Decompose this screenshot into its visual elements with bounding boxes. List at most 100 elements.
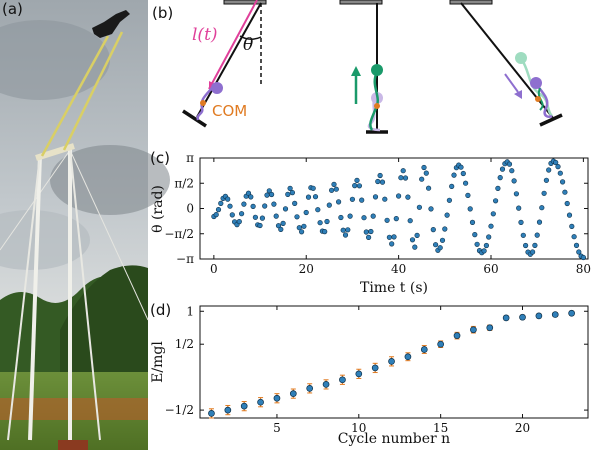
schematic-figure-3	[449, 0, 563, 127]
theta-point	[437, 245, 443, 251]
theta-point	[518, 219, 524, 225]
y-tick-label: −π	[176, 252, 194, 266]
theta-point	[402, 175, 409, 181]
length-arrow	[208, 0, 258, 90]
theta-point	[354, 177, 360, 183]
theta-point	[573, 242, 580, 248]
theta-point	[493, 198, 499, 204]
theta-point	[509, 168, 515, 174]
theta-point	[299, 229, 305, 235]
theta-point	[280, 220, 286, 226]
theta-point	[356, 183, 363, 189]
theta-point	[213, 212, 219, 218]
theta-point	[398, 175, 404, 181]
theta-point	[229, 212, 235, 218]
theta-point	[483, 242, 490, 249]
theta-point	[338, 214, 344, 221]
theta-point	[382, 196, 388, 202]
ghost-head	[515, 52, 527, 64]
theta-point	[534, 232, 540, 238]
theta-point	[342, 232, 349, 238]
theta-point	[366, 234, 372, 240]
theta-point	[495, 185, 501, 191]
theta-point	[282, 206, 289, 212]
x-tick-label: 0	[210, 262, 218, 276]
theta-point	[386, 234, 393, 240]
theta-point	[377, 172, 383, 179]
axis-ticks: 5 10 15 20 −1/2 1/2 1	[165, 304, 588, 435]
tree-line	[60, 265, 148, 380]
theta-point	[294, 214, 300, 220]
x-tick-label: 15	[433, 421, 448, 435]
theta-point	[289, 190, 296, 196]
theta-point	[571, 234, 577, 240]
x-tick-label: 60	[483, 262, 498, 276]
cloud	[0, 210, 90, 270]
x-tick-label: 20	[515, 421, 530, 435]
theta-point	[245, 190, 252, 196]
theta-point	[345, 227, 351, 233]
theta-point	[460, 170, 466, 177]
x-tick-label: 10	[351, 421, 366, 435]
theta-point	[333, 186, 339, 192]
energy-point	[208, 410, 215, 417]
theta-point	[499, 166, 506, 172]
theta-point	[566, 212, 573, 218]
theta-point	[225, 196, 231, 202]
theta-point	[370, 213, 376, 219]
theta-point	[416, 204, 423, 210]
theta-point	[285, 191, 291, 197]
energy-point	[322, 381, 330, 388]
energy-point	[224, 406, 232, 414]
theta-point	[331, 181, 337, 187]
theta-point	[409, 237, 416, 243]
down-arrow	[504, 73, 519, 93]
y-tick-label: −π/2	[164, 227, 194, 241]
swing-rope	[62, 31, 124, 151]
swinger-head	[371, 64, 383, 76]
com-label: COM	[212, 102, 247, 120]
theta-point	[428, 206, 434, 212]
theta-point	[539, 205, 545, 211]
panel-label-d: (d)	[150, 301, 171, 319]
theta-point	[506, 161, 513, 167]
theta-point	[467, 206, 473, 212]
theta-point	[564, 200, 570, 207]
theta-point	[513, 191, 520, 197]
theta-point	[446, 197, 453, 203]
com-marker	[535, 96, 541, 102]
schematic-figure-1: l(t) θ COM	[182, 0, 267, 128]
theta-point	[352, 183, 358, 189]
y-tick-label: π/2	[174, 176, 194, 190]
energy-point	[371, 364, 379, 372]
theta-point	[569, 223, 575, 229]
theta-point	[536, 219, 543, 225]
panel-label-c: (c)	[150, 149, 170, 167]
energy-point	[289, 390, 297, 397]
energy-point	[240, 402, 248, 410]
y-tick-label: π	[186, 151, 194, 165]
theta-point	[287, 185, 293, 191]
theta-point	[486, 234, 492, 240]
energy-point	[470, 326, 477, 334]
theta-point	[553, 159, 559, 166]
theta-point	[312, 194, 319, 200]
theta-point	[273, 213, 279, 219]
x-tick-label: 5	[273, 421, 281, 435]
theta-point	[349, 196, 356, 202]
swing-rope	[40, 35, 110, 157]
theta-point	[520, 232, 526, 238]
energy-point	[502, 314, 510, 322]
schematic-panel-b: l(t) θ COM	[182, 0, 563, 134]
theta-point	[449, 183, 455, 189]
theta-point	[497, 175, 503, 181]
ceiling-mount	[449, 0, 493, 5]
data-points	[211, 158, 587, 261]
angle-label: θ	[243, 35, 253, 55]
theta-point	[557, 170, 563, 176]
theta-point	[490, 211, 496, 217]
chart-theta-vs-time: 0 20 40 60 80 −π −π/2 0 π/2 π Time t (s) θ (rad)	[150, 151, 591, 296]
theta-point	[400, 168, 406, 174]
com-marker	[200, 100, 206, 106]
theta-point	[458, 164, 464, 170]
